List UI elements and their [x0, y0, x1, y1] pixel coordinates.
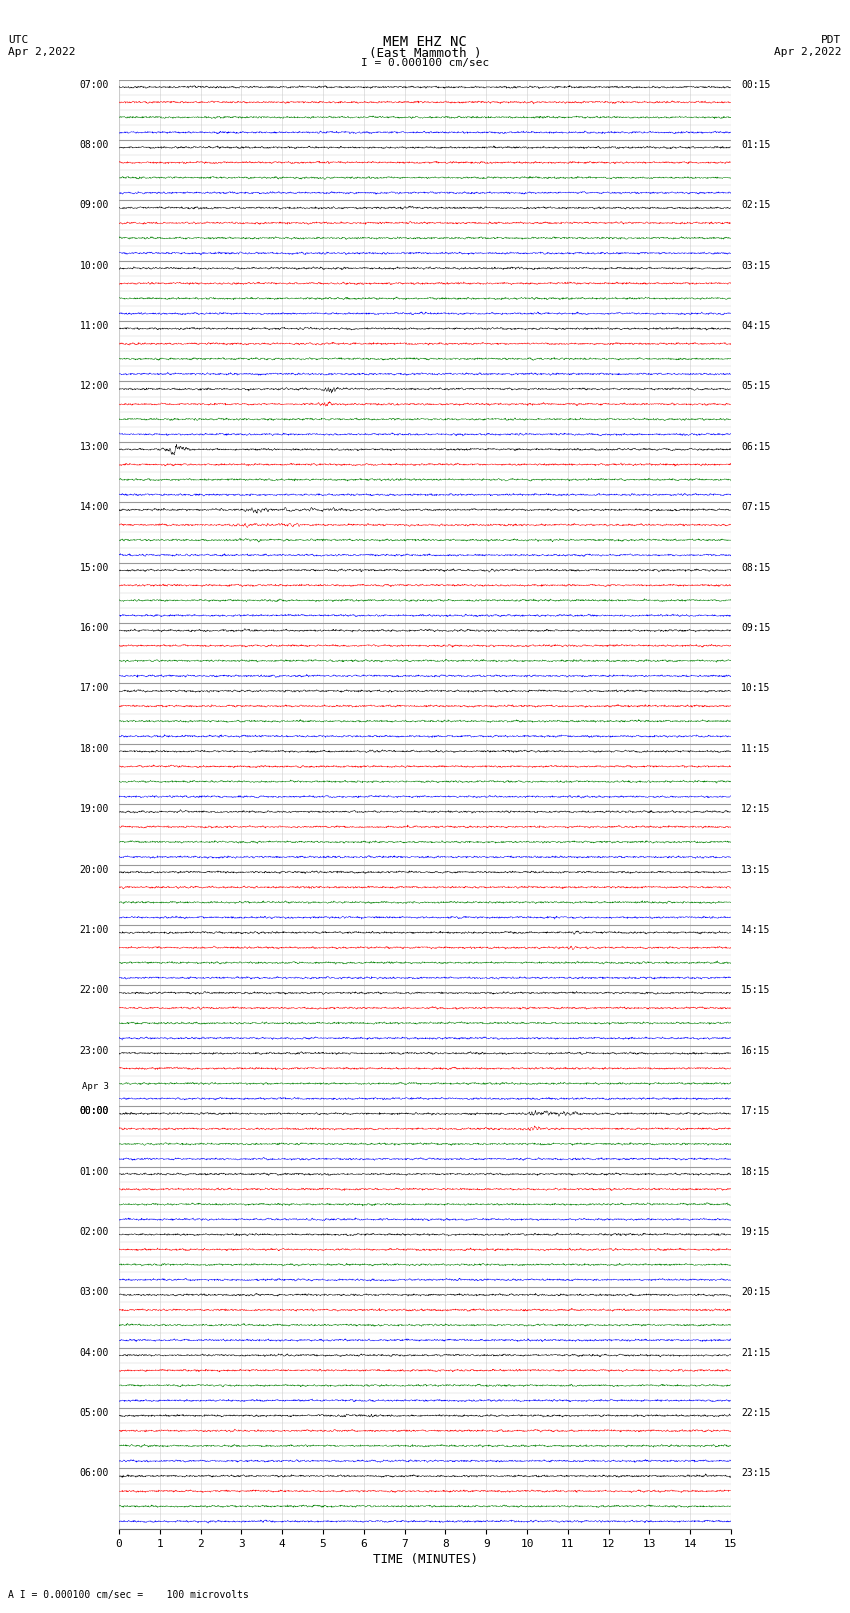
Text: 15:15: 15:15 — [741, 986, 770, 995]
Text: PDT: PDT — [821, 35, 842, 45]
Text: 22:00: 22:00 — [80, 986, 109, 995]
Text: 02:00: 02:00 — [80, 1227, 109, 1237]
Text: 16:00: 16:00 — [80, 623, 109, 632]
Text: 06:15: 06:15 — [741, 442, 770, 452]
Text: 00:00: 00:00 — [80, 1107, 109, 1116]
Text: Apr 2,2022: Apr 2,2022 — [774, 47, 842, 56]
Text: MEM EHZ NC: MEM EHZ NC — [383, 35, 467, 50]
Text: 17:00: 17:00 — [80, 684, 109, 694]
Text: 21:00: 21:00 — [80, 924, 109, 936]
Text: 10:15: 10:15 — [741, 684, 770, 694]
Text: 14:15: 14:15 — [741, 924, 770, 936]
Text: 18:00: 18:00 — [80, 744, 109, 753]
Text: 20:15: 20:15 — [741, 1287, 770, 1297]
Text: 13:00: 13:00 — [80, 442, 109, 452]
Text: 19:00: 19:00 — [80, 805, 109, 815]
Text: 05:00: 05:00 — [80, 1408, 109, 1418]
Text: 04:00: 04:00 — [80, 1348, 109, 1358]
Text: Apr 3: Apr 3 — [82, 1082, 109, 1090]
Text: 19:15: 19:15 — [741, 1227, 770, 1237]
Text: 07:15: 07:15 — [741, 502, 770, 513]
Text: 07:00: 07:00 — [80, 79, 109, 89]
Text: UTC: UTC — [8, 35, 29, 45]
Text: 08:15: 08:15 — [741, 563, 770, 573]
Text: 18:15: 18:15 — [741, 1166, 770, 1176]
Text: 09:00: 09:00 — [80, 200, 109, 210]
Text: 12:15: 12:15 — [741, 805, 770, 815]
Text: 01:15: 01:15 — [741, 140, 770, 150]
Text: 04:15: 04:15 — [741, 321, 770, 331]
Text: 00:15: 00:15 — [741, 79, 770, 89]
Text: 11:00: 11:00 — [80, 321, 109, 331]
Text: 13:15: 13:15 — [741, 865, 770, 874]
Text: 11:15: 11:15 — [741, 744, 770, 753]
Text: 05:15: 05:15 — [741, 381, 770, 392]
Text: 06:00: 06:00 — [80, 1468, 109, 1479]
Text: 17:15: 17:15 — [741, 1107, 770, 1116]
Text: 20:00: 20:00 — [80, 865, 109, 874]
Text: 22:15: 22:15 — [741, 1408, 770, 1418]
Text: 10:00: 10:00 — [80, 261, 109, 271]
Text: 03:15: 03:15 — [741, 261, 770, 271]
Text: 16:15: 16:15 — [741, 1045, 770, 1057]
Text: 01:00: 01:00 — [80, 1166, 109, 1176]
Text: 12:00: 12:00 — [80, 381, 109, 392]
Text: 23:15: 23:15 — [741, 1468, 770, 1479]
Text: 14:00: 14:00 — [80, 502, 109, 513]
Text: I = 0.000100 cm/sec: I = 0.000100 cm/sec — [361, 58, 489, 68]
Text: 23:00: 23:00 — [80, 1045, 109, 1057]
Text: 09:15: 09:15 — [741, 623, 770, 632]
Text: 15:00: 15:00 — [80, 563, 109, 573]
Text: (East Mammoth ): (East Mammoth ) — [369, 47, 481, 60]
Text: 08:00: 08:00 — [80, 140, 109, 150]
Text: 21:15: 21:15 — [741, 1348, 770, 1358]
Text: 02:15: 02:15 — [741, 200, 770, 210]
X-axis label: TIME (MINUTES): TIME (MINUTES) — [372, 1553, 478, 1566]
Text: 00:00: 00:00 — [80, 1107, 109, 1116]
Text: 03:00: 03:00 — [80, 1287, 109, 1297]
Text: A I = 0.000100 cm/sec =    100 microvolts: A I = 0.000100 cm/sec = 100 microvolts — [8, 1590, 249, 1600]
Text: Apr 2,2022: Apr 2,2022 — [8, 47, 76, 56]
